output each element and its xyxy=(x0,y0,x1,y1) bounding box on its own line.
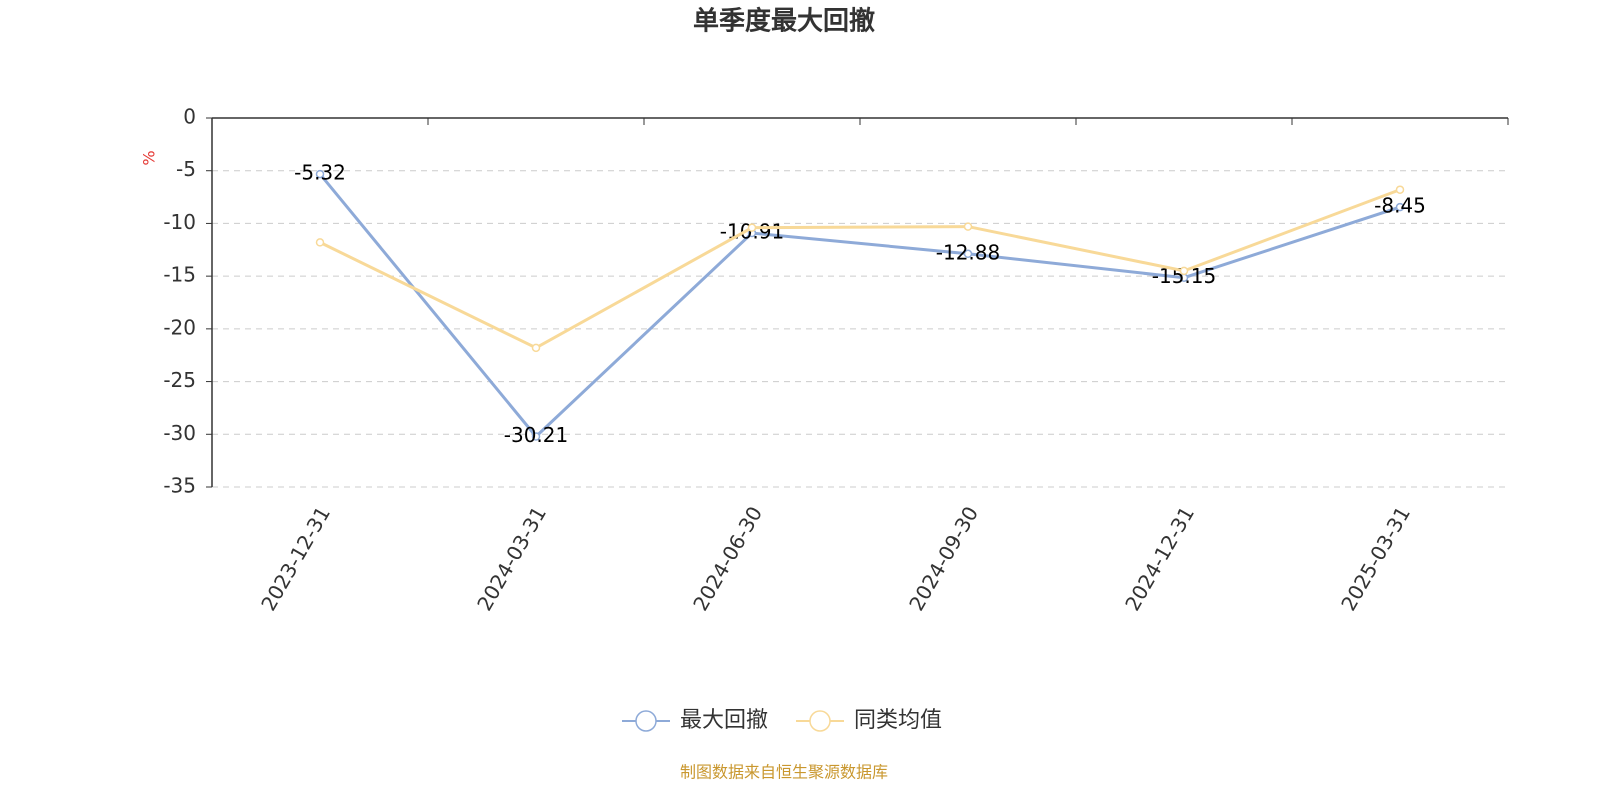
x-tick-label: 2024-09-30 xyxy=(904,502,983,615)
point xyxy=(747,223,757,232)
series-line xyxy=(318,173,1401,439)
point xyxy=(963,222,973,231)
y-tick-label: 0 xyxy=(183,105,196,129)
source-note: 制图数据来自恒生聚源数据库 xyxy=(680,763,888,782)
y-tick-label: -5 xyxy=(176,157,196,181)
data-label: -5.32 xyxy=(294,161,346,185)
y-axis-label: % xyxy=(140,150,159,165)
point xyxy=(1179,266,1189,276)
legend-marker xyxy=(635,710,657,732)
y-tick-label: -15 xyxy=(163,263,196,287)
point xyxy=(1395,185,1405,194)
y-tick-label: -35 xyxy=(163,474,196,498)
x-tick-label: 2024-03-31 xyxy=(472,502,551,615)
point xyxy=(315,238,325,247)
x-tick-label: 2024-12-31 xyxy=(1120,502,1199,615)
legend-label: 最大回撤 xyxy=(680,708,768,733)
x-tick-label: 2023-12-31 xyxy=(256,502,335,615)
x-tick-label: 2025-03-31 xyxy=(1336,502,1415,615)
chart-title: 单季度最大回撤 xyxy=(693,6,875,37)
y-tick-label: -30 xyxy=(163,421,196,445)
x-tick-label: 2024-06-30 xyxy=(688,502,767,615)
y-tick-label: -20 xyxy=(163,315,196,339)
point xyxy=(315,169,325,179)
point xyxy=(531,343,541,353)
point xyxy=(1395,202,1405,212)
legend-marker xyxy=(809,710,831,732)
y-tick-label: -10 xyxy=(163,210,196,234)
series-line xyxy=(319,188,1401,350)
point xyxy=(963,249,973,259)
legend-label: 同类均值 xyxy=(854,708,942,733)
data-label: -30.21 xyxy=(504,423,568,447)
point xyxy=(531,432,541,441)
data-label: -12.88 xyxy=(936,240,1000,264)
y-tick-label: -25 xyxy=(163,368,196,392)
